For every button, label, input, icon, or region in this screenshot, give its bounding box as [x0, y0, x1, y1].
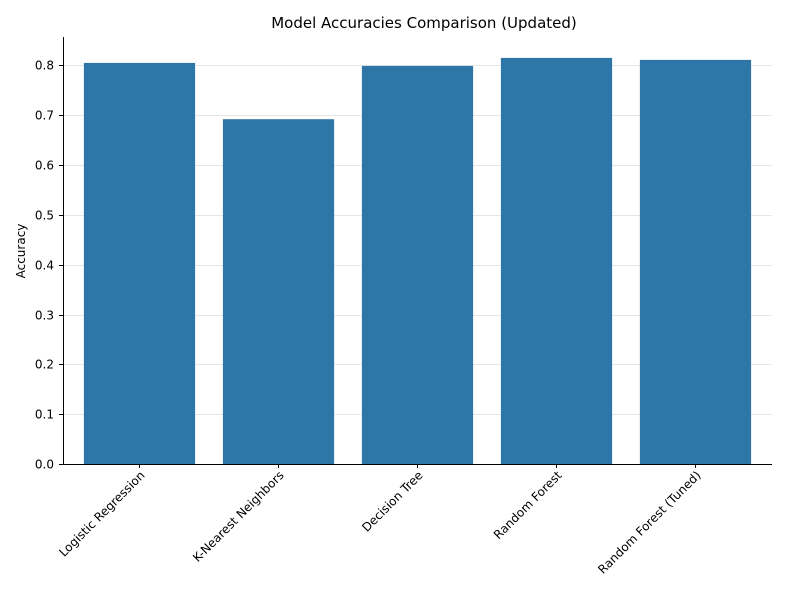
bar [83, 62, 196, 465]
y-axis-label: Accuracy [14, 224, 28, 279]
x-tick-label: Random Forest [491, 468, 565, 542]
x-tick-label: Decision Tree [359, 468, 425, 534]
bar [361, 65, 474, 465]
y-tick-label: 0.4 [35, 259, 54, 273]
x-ticks: Logistic Regression K-Nearest Neighbors De… [56, 464, 704, 577]
chart-title: Model Accuracies Comparison (Updated) [271, 14, 577, 32]
y-tick-label: 0.2 [35, 358, 54, 372]
y-tick-label: 0.8 [35, 59, 54, 73]
x-tick-label: Logistic Regression [56, 468, 147, 559]
y-tick-label: 0.5 [35, 209, 54, 223]
y-ticks: 0.0 0.1 0.2 0.3 0.4 0.5 0.6 0.7 0.8 [35, 59, 63, 472]
y-tick-label: 0.0 [35, 458, 54, 472]
y-tick-label: 0.6 [35, 159, 54, 173]
x-tick-label: K-Nearest Neighbors [190, 468, 287, 565]
bar [222, 119, 335, 464]
y-tick-label: 0.3 [35, 309, 54, 323]
bars [83, 57, 752, 465]
bar [500, 57, 613, 465]
bar [639, 59, 752, 465]
y-tick-label: 0.1 [35, 408, 54, 422]
y-tick-label: 0.7 [35, 109, 54, 123]
x-tick-label: Random Forest (Tuned) [595, 468, 703, 576]
